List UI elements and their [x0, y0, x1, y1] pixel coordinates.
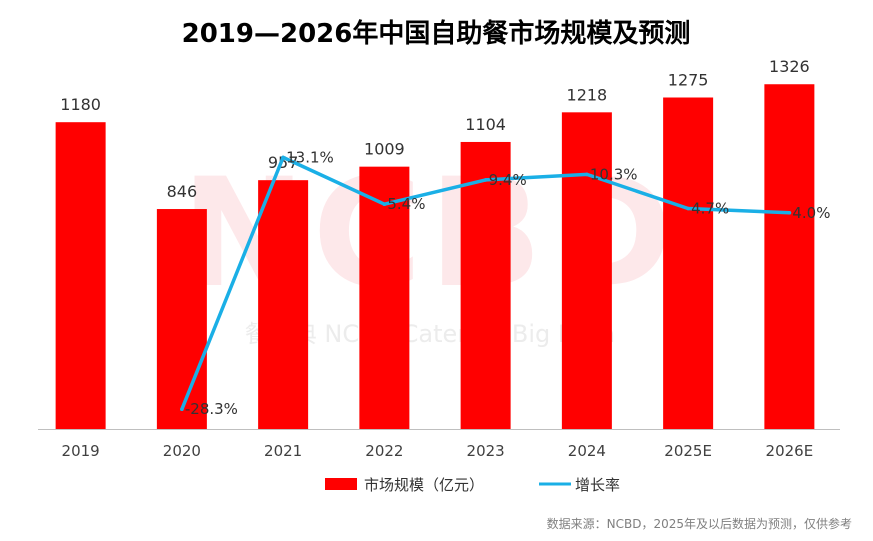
- bar-2019: [55, 122, 106, 429]
- growth-point-2020: [180, 407, 184, 412]
- bar-label-2024: 1218: [567, 85, 608, 104]
- growth-label-2026E: 4.0%: [792, 204, 830, 222]
- bar-label-2026E: 1326: [769, 57, 810, 76]
- x-tick-2021: 2021: [264, 442, 302, 460]
- bar-label-2022: 1009: [364, 140, 405, 159]
- growth-point-2021: [281, 155, 285, 160]
- growth-label-2025E: 4.7%: [691, 199, 729, 217]
- bar-2025E: [663, 97, 714, 429]
- source-note: 数据来源：NCBD，2025年及以后数据为预测，仅供参考: [547, 516, 852, 531]
- growth-label-2020: -28.3%: [185, 400, 238, 418]
- legend: 市场规模（亿元） 增长率: [325, 476, 620, 494]
- legend-bar-swatch: [325, 478, 357, 490]
- x-tick-2024: 2024: [568, 442, 606, 460]
- chart-title: 2019—2026年中国自助餐市场规模及预测: [182, 18, 691, 49]
- growth-label-2022: 5.4%: [387, 195, 425, 213]
- bar-label-2021: 957: [268, 153, 299, 172]
- x-tick-2020: 2020: [163, 442, 201, 460]
- bar-2020: [156, 209, 207, 429]
- growth-data-labels: -28.3% 13.1% 5.4% 9.4% 10.3% 4.7% 4.0%: [185, 148, 831, 418]
- bar-data-labels: 1180 846 957 1009 1104 1218 1275 1326: [60, 57, 809, 201]
- bar-series: [55, 84, 815, 430]
- bar-label-2020: 846: [167, 182, 198, 201]
- bar-label-2019: 1180: [60, 95, 101, 114]
- bar-2023: [460, 141, 511, 429]
- x-tick-2025E: 2025E: [664, 442, 712, 460]
- legend-bar-label: 市场规模（亿元）: [364, 476, 484, 494]
- x-tick-2026E: 2026E: [766, 442, 814, 460]
- growth-point-2025E: [686, 206, 690, 211]
- x-tick-2023: 2023: [467, 442, 505, 460]
- growth-label-2024: 10.3%: [590, 165, 638, 183]
- growth-point-2026E: [787, 210, 792, 215]
- growth-series: [180, 155, 792, 412]
- growth-label-2021: 13.1%: [286, 148, 334, 166]
- x-tick-2022: 2022: [365, 442, 403, 460]
- growth-point-2022: [382, 202, 387, 207]
- bar-2026E: [764, 84, 815, 430]
- legend-line-label: 增长率: [575, 476, 620, 494]
- growth-label-2023: 9.4%: [489, 171, 527, 189]
- x-axis-ticks: 2019 2020 2021 2022 2023 2024 2025E 2026E: [62, 442, 814, 460]
- bar-label-2023: 1104: [465, 115, 506, 134]
- bar-2021: [258, 180, 309, 429]
- bar-label-2025E: 1275: [668, 71, 709, 90]
- bar-2022: [359, 166, 410, 429]
- growth-point-2023: [483, 178, 488, 182]
- x-tick-2019: 2019: [62, 442, 100, 460]
- bar-2024: [561, 112, 612, 429]
- growth-point-2024: [585, 172, 589, 177]
